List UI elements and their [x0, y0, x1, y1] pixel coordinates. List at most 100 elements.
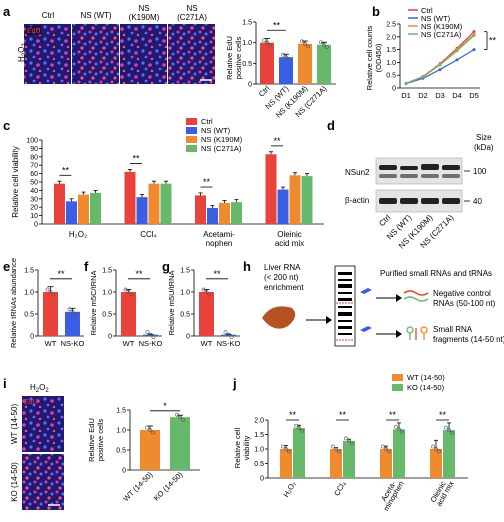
x-tick-label: H₂O₂ — [69, 230, 87, 239]
micrograph-ns-c271a — [168, 24, 215, 84]
a-col-label: NS — [138, 4, 149, 13]
y-tick-label: 0 — [260, 476, 264, 483]
data-point — [472, 48, 476, 52]
panel-label-f: f — [84, 259, 89, 274]
data-point — [123, 287, 128, 292]
bar — [66, 201, 77, 224]
edu-label: EdU — [27, 28, 41, 35]
x-tick-label: D1 — [401, 91, 411, 100]
legend-label: Ctrl — [421, 6, 433, 15]
x-tick-label: NS-KO — [61, 339, 85, 348]
bar — [199, 292, 214, 336]
y-tick-label: 0.5 — [102, 312, 112, 319]
micrograph-wt-14-50 — [22, 396, 64, 452]
y-tick-label: 0 — [248, 82, 252, 89]
small-rna-text: fragments (14-50 nt) — [433, 335, 504, 344]
data-point — [344, 436, 348, 441]
liver-text: (< 200 nt) — [264, 273, 299, 282]
significance-label: ** — [489, 36, 497, 46]
data-point — [145, 425, 149, 430]
neg-control-text: RNAs (50-100 nt) — [433, 299, 496, 308]
data-point — [284, 447, 288, 451]
i-micrographs: EdU WT (14-50) KO (14-50) — [10, 396, 64, 510]
blot-row-nsun2: NSun2 — [345, 168, 370, 177]
bar — [317, 44, 331, 84]
legend-swatch — [186, 136, 197, 143]
size-label: Size — [476, 133, 492, 142]
y-tick-label: 1.0 — [102, 290, 112, 297]
bar — [277, 189, 289, 224]
i-row-label: WT (14-50) — [10, 404, 19, 445]
bar — [195, 195, 206, 224]
data-point — [400, 429, 404, 434]
panel-label-e: e — [3, 259, 10, 274]
legend-label: NS (C271A) — [201, 144, 242, 153]
lane-label: Ctrl — [377, 213, 392, 228]
mw-40: 40 — [473, 197, 482, 206]
chart-f: 0 0.5 1.0 1.5 Relative m5C/tRNA WT NS-KO ** — [89, 268, 163, 349]
y-tick-label: 1.0 — [24, 290, 34, 297]
bar — [207, 208, 218, 224]
liver-text: Liver RNA — [264, 263, 301, 272]
data-point — [300, 39, 304, 44]
bar — [148, 183, 160, 224]
edu-label: EdU — [24, 399, 38, 406]
data-point — [381, 444, 385, 449]
a-micrographs: EdU — [24, 24, 215, 84]
y-tick-label: 0 — [34, 222, 38, 229]
x-tick-label: acid mix — [275, 239, 304, 248]
y-tick-label: 0.5 — [180, 312, 190, 319]
x-tick-label: CCl₄ — [140, 230, 157, 239]
y-tick-label: 1.5 — [116, 408, 126, 415]
a-col-label: Ctrl — [42, 11, 55, 20]
y-tick-label: 0 — [186, 334, 190, 341]
axis-label: Relative m5U/tRNA — [167, 270, 176, 335]
kda-label: (kDa) — [474, 143, 494, 152]
panel-label-c: c — [3, 118, 10, 133]
bar — [279, 57, 293, 84]
liver-icon — [262, 306, 296, 329]
data-point — [73, 312, 78, 317]
significance-label: ** — [57, 269, 65, 279]
neg-control-text: Negative control — [433, 289, 491, 298]
data-point — [262, 38, 266, 43]
x-tick-label: nophen — [206, 239, 233, 248]
data-point — [472, 34, 476, 38]
data-point — [284, 55, 288, 60]
significance-label: ** — [339, 410, 347, 420]
data-point — [151, 335, 156, 340]
micrograph-ns-k190m — [120, 24, 167, 84]
y-tick-label: 50 — [30, 180, 38, 187]
data-point — [404, 81, 408, 85]
x-tick-label: WT — [123, 339, 135, 348]
data-point — [281, 444, 285, 449]
x-tick-label: D3 — [435, 91, 445, 100]
a-column-labels: Ctrl NS (WT) NS (K190M) NS (C271A) — [42, 4, 207, 22]
data-point — [300, 428, 304, 433]
a-col-label: NS (WT) — [80, 11, 111, 20]
panel-label-a: a — [3, 4, 11, 19]
bar — [143, 334, 158, 336]
bar — [170, 417, 190, 470]
data-point — [70, 309, 75, 314]
micrograph-ko-14-50 — [22, 454, 64, 510]
x-tick-label: WT — [45, 339, 57, 348]
bar — [443, 430, 455, 478]
significance-label: ** — [62, 165, 70, 175]
y-tick-label: 30 — [30, 196, 38, 203]
y-tick-label: 100 — [26, 138, 38, 145]
data-point — [384, 447, 388, 451]
data-point — [319, 40, 323, 45]
bar — [90, 192, 101, 224]
panel-label-h: h — [243, 259, 251, 274]
data-point — [207, 292, 212, 297]
data-point — [455, 49, 459, 53]
x-tick-label: KO (14-50) — [152, 470, 185, 503]
y-tick-label: 0.5 — [116, 448, 126, 455]
legend-swatch — [186, 145, 197, 152]
x-tick-label: CCl₄ — [332, 480, 348, 498]
data-point — [306, 44, 310, 49]
y-tick-label: 0 — [30, 334, 34, 341]
data-point — [226, 332, 231, 337]
